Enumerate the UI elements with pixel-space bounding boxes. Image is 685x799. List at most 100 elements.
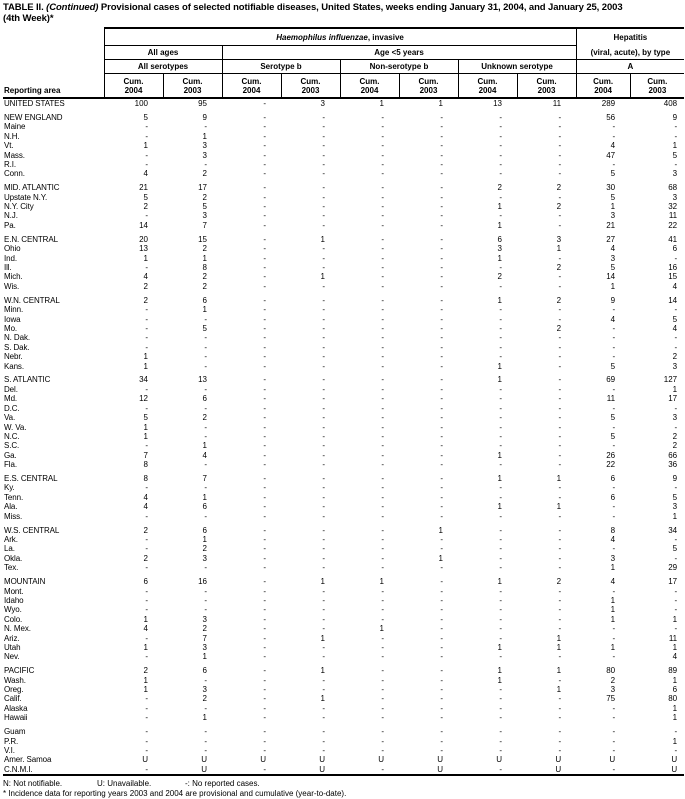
table-row: Ky. - - - - - - - - - - bbox=[3, 483, 684, 492]
value-cell: - bbox=[381, 131, 384, 141]
value-cell: - bbox=[263, 403, 266, 413]
value-cell: - bbox=[263, 422, 266, 432]
table-row: E.N. CENTRAL 20 15 - 1 - - 6 3 27 41 bbox=[3, 235, 684, 244]
header-row-disease-groups: Reporting area Haemophilus influenzae, i… bbox=[3, 27, 685, 99]
value-cell: - bbox=[612, 764, 616, 774]
reporting-area-cell: N. Dak. bbox=[4, 333, 30, 343]
value-cell: - bbox=[558, 586, 562, 596]
value-cell: 80 bbox=[668, 694, 678, 704]
unknown-serotype-header: Unknown serotype bbox=[458, 59, 577, 74]
value-cell: - bbox=[322, 122, 325, 132]
value-cell: - bbox=[499, 141, 502, 151]
value-cell: 1 bbox=[143, 431, 148, 441]
value-cell: 2 bbox=[556, 263, 562, 272]
value-cell: 11 bbox=[606, 394, 616, 404]
reporting-area-cell: Amer. Samoa bbox=[4, 755, 52, 765]
value-cell: - bbox=[612, 305, 616, 315]
value-cell: - bbox=[612, 736, 616, 746]
value-cell: - bbox=[381, 633, 384, 643]
value-cell: 1 bbox=[143, 642, 148, 652]
value-cell: - bbox=[381, 713, 384, 723]
value-cell: - bbox=[263, 483, 266, 493]
value-cell: - bbox=[381, 563, 384, 573]
value-cell: - bbox=[499, 736, 502, 746]
value-cell: 1 bbox=[202, 713, 207, 723]
value-cell: 1 bbox=[143, 614, 148, 624]
value-cell: - bbox=[145, 305, 148, 315]
value-cell: 4 bbox=[610, 244, 616, 254]
value-cell: - bbox=[381, 553, 384, 563]
value-cell: 1 bbox=[610, 202, 616, 212]
table-row: Upstate N.Y. 5 2 - - - - - - 5 3 bbox=[3, 193, 684, 202]
value-cell: 1 bbox=[143, 352, 148, 362]
value-cell: - bbox=[381, 263, 384, 272]
table-row: Ohio 13 2 - - - - 3 1 4 6 bbox=[3, 244, 684, 253]
value-cell: - bbox=[499, 342, 502, 352]
value-cell: - bbox=[322, 183, 325, 193]
reporting-area-cell: S.C. bbox=[4, 441, 20, 451]
value-cell: - bbox=[674, 131, 678, 141]
value-cell: - bbox=[145, 314, 148, 324]
reporting-area-cell: Wis. bbox=[4, 281, 20, 291]
value-cell: 47 bbox=[606, 150, 616, 160]
value-cell: 14 bbox=[139, 220, 148, 230]
value-cell: - bbox=[440, 441, 443, 451]
column-header-cum-2004: Cum. 2004 bbox=[340, 73, 400, 99]
value-cell: 1 bbox=[497, 675, 502, 685]
value-cell: 1 bbox=[497, 220, 502, 230]
value-cell: - bbox=[440, 272, 443, 282]
value-cell: 8 bbox=[610, 525, 616, 535]
table-row: E.S. CENTRAL 8 7 - - - - 1 1 6 9 bbox=[3, 474, 684, 483]
value-cell: 1 bbox=[556, 244, 562, 254]
table-row: Minn. - 1 - - - - - - - - bbox=[3, 305, 684, 314]
value-cell: 6 bbox=[143, 577, 148, 587]
value-cell: - bbox=[381, 169, 384, 179]
value-cell: 11 bbox=[668, 211, 678, 221]
value-cell: 5 bbox=[143, 413, 148, 423]
value-cell: 5 bbox=[610, 263, 616, 272]
value-cell: - bbox=[204, 361, 207, 371]
value-cell: 6 bbox=[610, 492, 616, 502]
value-cell: - bbox=[440, 244, 443, 254]
value-cell: 1 bbox=[320, 272, 325, 282]
value-cell: 5 bbox=[143, 112, 148, 122]
value-cell: - bbox=[145, 263, 148, 272]
value-cell: 34 bbox=[668, 525, 678, 535]
value-cell: - bbox=[145, 211, 148, 221]
value-cell: - bbox=[558, 492, 562, 502]
value-cell: - bbox=[499, 525, 502, 535]
notifiable-diseases-table: Reporting area Haemophilus influenzae, i… bbox=[3, 27, 685, 777]
value-cell: - bbox=[263, 736, 266, 746]
value-cell: - bbox=[558, 605, 562, 615]
value-cell: - bbox=[440, 112, 443, 122]
value-cell: 21 bbox=[606, 220, 616, 230]
value-cell: - bbox=[322, 361, 325, 371]
value-cell: 1 bbox=[143, 422, 148, 432]
value-cell: 1 bbox=[379, 99, 384, 108]
haemophilus-name: Haemophilus influenzae bbox=[276, 32, 368, 42]
value-cell: - bbox=[440, 403, 443, 413]
value-cell: 11 bbox=[668, 633, 678, 643]
value-cell: - bbox=[263, 450, 266, 460]
table-row: Conn. 4 2 - - - - - - 5 3 bbox=[3, 169, 684, 178]
value-cell: - bbox=[381, 295, 384, 305]
value-cell: - bbox=[674, 727, 678, 737]
value-cell: - bbox=[322, 431, 325, 441]
value-cell: - bbox=[263, 713, 266, 723]
value-cell: - bbox=[381, 746, 384, 755]
value-cell: - bbox=[381, 314, 384, 324]
value-cell: 1 bbox=[320, 694, 325, 704]
value-cell: 2 bbox=[497, 272, 502, 282]
value-cell: - bbox=[263, 211, 266, 221]
value-cell: - bbox=[558, 122, 562, 132]
value-cell: 6 bbox=[497, 234, 502, 244]
value-cell: - bbox=[381, 450, 384, 460]
value-cell: 3 bbox=[672, 502, 678, 512]
value-cell: 4 bbox=[143, 272, 148, 282]
value-cell: 1 bbox=[497, 577, 502, 587]
value-cell: - bbox=[612, 483, 616, 493]
value-cell: 6 bbox=[672, 244, 678, 254]
value-cell: 1 bbox=[202, 441, 207, 451]
value-cell: 56 bbox=[606, 112, 616, 122]
value-cell: - bbox=[322, 314, 325, 324]
